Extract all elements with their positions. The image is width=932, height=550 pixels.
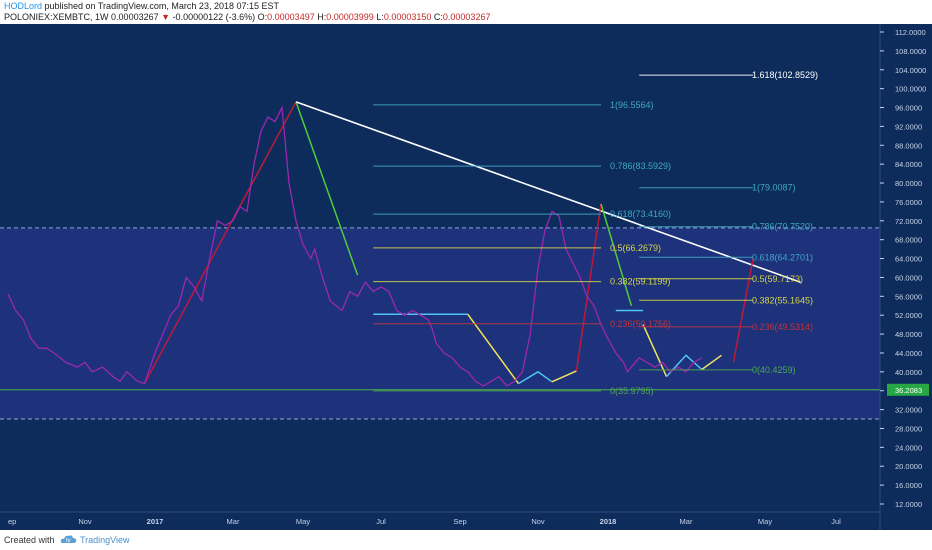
x-tick-label: May (296, 517, 310, 526)
x-tick-label: Nov (78, 517, 92, 526)
x-tick-label: Nov (531, 517, 545, 526)
trendline-segment (295, 101, 801, 283)
tradingview-cloud-icon[interactable]: tv (60, 534, 78, 547)
y-tick-label: 40.0000 (895, 368, 922, 377)
fib-level-label: 0.786(70.7520) (752, 222, 813, 232)
high-value: 0.00003999 (326, 12, 374, 22)
close-label: C: (433, 12, 443, 22)
fib-level-label: 0.786(83.5929) (610, 161, 671, 171)
publish-line: HODLord published on TradingView.com, Ma… (4, 1, 279, 12)
chart-footer: Created with tv TradingView (0, 530, 932, 550)
published-text: published on TradingView.com, March 23, … (42, 1, 279, 11)
fib-level-label: 1.618(102.8529) (752, 70, 818, 80)
x-tick-label: Mar (680, 517, 693, 526)
price-line (7, 105, 703, 387)
y-tick-label: 28.0000 (895, 424, 922, 433)
y-tick-label: 32.0000 (895, 406, 922, 415)
y-tick-label: 20.0000 (895, 462, 922, 471)
x-tick-label: Mar (227, 517, 240, 526)
fib-level-label: 0.236(49.5314) (752, 322, 813, 332)
y-tick-label: 92.0000 (895, 122, 922, 131)
fib-level-label: 0.236(50.1756) (610, 319, 671, 329)
high-label: H: (317, 12, 327, 22)
drawing-layer (0, 101, 880, 420)
fib-level-label: 0.5(59.7173) (752, 274, 803, 284)
up_leg-segment (732, 258, 754, 363)
yellow_leg-segment (642, 324, 668, 377)
fib-level-label: 0(35.9795) (610, 386, 654, 396)
y-tick-label: 108.0000 (895, 47, 926, 56)
y-tick-label: 68.0000 (895, 236, 922, 245)
low-label: L: (376, 12, 384, 22)
open-value: 0.00003497 (267, 12, 315, 22)
fib-level-label: 0.382(59.1199) (610, 277, 670, 287)
fib-layer: 1(96.5564) 0.786(83.5929) 0.618(73.4160) 0.… (373, 70, 818, 396)
y-tick-label: 56.0000 (895, 292, 922, 301)
y-tick-label: 64.0000 (895, 255, 922, 264)
price-chart[interactable]: 1(96.5564) 0.786(83.5929) 0.618(73.4160) 0.… (0, 24, 932, 530)
y-tick-label: 112.0000 (895, 28, 926, 37)
price-tag-label: 36.2083 (895, 386, 922, 395)
blue_leg-segment (518, 370, 553, 385)
ohlc-line: POLONIEX:XEMBTC, 1W 0.00003267 ▼ -0.0000… (4, 12, 490, 23)
yellow_leg-segment (701, 354, 722, 371)
svg-text:tv: tv (66, 538, 71, 544)
y-tick-label: 80.0000 (895, 179, 922, 188)
up_leg-segment (575, 203, 602, 372)
fib-level-label: 1(79.0087) (752, 183, 796, 193)
y-tick-label: 104.0000 (895, 66, 926, 75)
fib-level-label: 0(40.4259) (752, 365, 796, 375)
yellow_leg-segment (467, 313, 520, 385)
y-tick-label: 12.0000 (895, 500, 922, 509)
x-tick-label: 2017 (147, 517, 164, 526)
change-value: -0.00000122 (-3.6%) (172, 12, 256, 22)
y-tick-label: 76.0000 (895, 198, 922, 207)
fib-level-label: 0.618(73.4160) (610, 209, 671, 219)
y-tick-label: 88.0000 (895, 141, 922, 150)
y-tick-label: 84.0000 (895, 160, 922, 169)
y-tick-label: 72.0000 (895, 217, 922, 226)
y-tick-label: 96.0000 (895, 104, 922, 113)
axis-layer: 112.0000 108.0000 104.0000 100.0000 96.0000 9… (0, 24, 932, 530)
fib-level-label: 0.382(55.1645) (752, 295, 813, 305)
x-tick-label: May (758, 517, 772, 526)
x-tick-label: 2018 (600, 517, 617, 526)
x-tick-label: Jul (376, 517, 386, 526)
x-tick-label: Sep (453, 517, 466, 526)
y-tick-label: 48.0000 (895, 330, 922, 339)
y-axis-panel (880, 24, 932, 530)
down_leg-segment (295, 101, 359, 276)
fib-level-label: 0.618(64.2701) (752, 252, 813, 262)
chart-header: HODLord published on TradingView.com, Ma… (0, 0, 932, 24)
price-series (7, 105, 703, 387)
symbol-label: POLONIEX:XEMBTC, 1W (4, 12, 109, 22)
price-tag-box (887, 383, 929, 396)
low-value: 0.00003150 (383, 12, 432, 22)
y-tick-label: 44.0000 (895, 349, 922, 358)
close-value: 0.00003267 (442, 12, 491, 22)
tradingview-brand[interactable]: TradingView (80, 535, 130, 545)
x-tick-label: ep (8, 517, 16, 526)
x-tick-label: Jul (831, 517, 841, 526)
created-with-text: Created with (4, 535, 55, 545)
author-link[interactable]: HODLord (4, 1, 43, 11)
y-tick-label: 52.0000 (895, 311, 922, 320)
y-tick-label: 60.0000 (895, 273, 922, 282)
yellow_leg-segment (551, 370, 577, 383)
fib-level-label: 1(96.5564) (610, 100, 654, 110)
open-label: O: (257, 12, 268, 22)
y-tick-label: 24.0000 (895, 443, 922, 452)
last-price: 0.00003267 (111, 12, 159, 22)
fib-level-label: 0.5(66.2679) (610, 243, 661, 253)
y-tick-label: 100.0000 (895, 85, 926, 94)
down-arrow-icon: ▼ (161, 12, 171, 22)
down_leg-segment (600, 203, 633, 307)
up_leg-segment (143, 101, 297, 384)
y-tick-label: 16.0000 (895, 481, 922, 490)
